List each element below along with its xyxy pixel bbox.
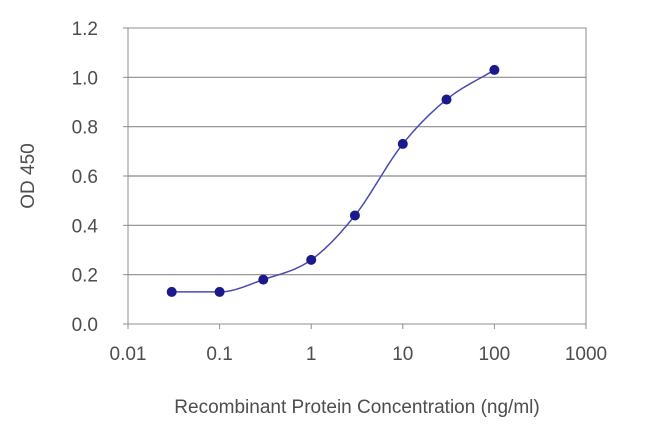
data-points: [166, 64, 500, 297]
data-point: [166, 286, 177, 297]
x-tick-label: 1000: [565, 344, 607, 365]
data-point: [306, 254, 317, 265]
data-point: [214, 286, 225, 297]
y-tick-label: 0.2: [72, 266, 98, 287]
data-point: [489, 64, 500, 75]
fit-curve: [171, 69, 495, 293]
y-tick-label: 0.4: [72, 216, 99, 237]
y-axis-ticks: 0.0 0.2 0.4 0.6 0.8 1.0 1.2: [72, 19, 128, 336]
y-axis-label: OD 450: [18, 143, 39, 208]
data-point: [397, 138, 408, 149]
grid-lines: [128, 76, 586, 276]
x-axis-ticks: 0.01 0.1 1 10 100 1000: [110, 324, 607, 365]
y-tick-label: 0.6: [72, 167, 98, 188]
y-tick-label: 1.0: [72, 68, 98, 89]
x-tick-label: 10: [392, 344, 413, 365]
x-tick-label: 100: [479, 344, 511, 365]
y-tick-label: 0.0: [72, 315, 98, 336]
data-point: [258, 274, 269, 285]
x-tick-label: 0.01: [110, 344, 147, 365]
x-tick-label: 1: [306, 344, 317, 365]
data-point: [349, 210, 360, 221]
x-tick-label: 0.1: [206, 344, 232, 365]
x-axis-label: Recombinant Protein Concentration (ng/ml…: [174, 397, 539, 418]
y-tick-label: 0.8: [72, 118, 98, 139]
y-tick-label: 1.2: [72, 19, 98, 40]
data-point: [441, 94, 452, 105]
